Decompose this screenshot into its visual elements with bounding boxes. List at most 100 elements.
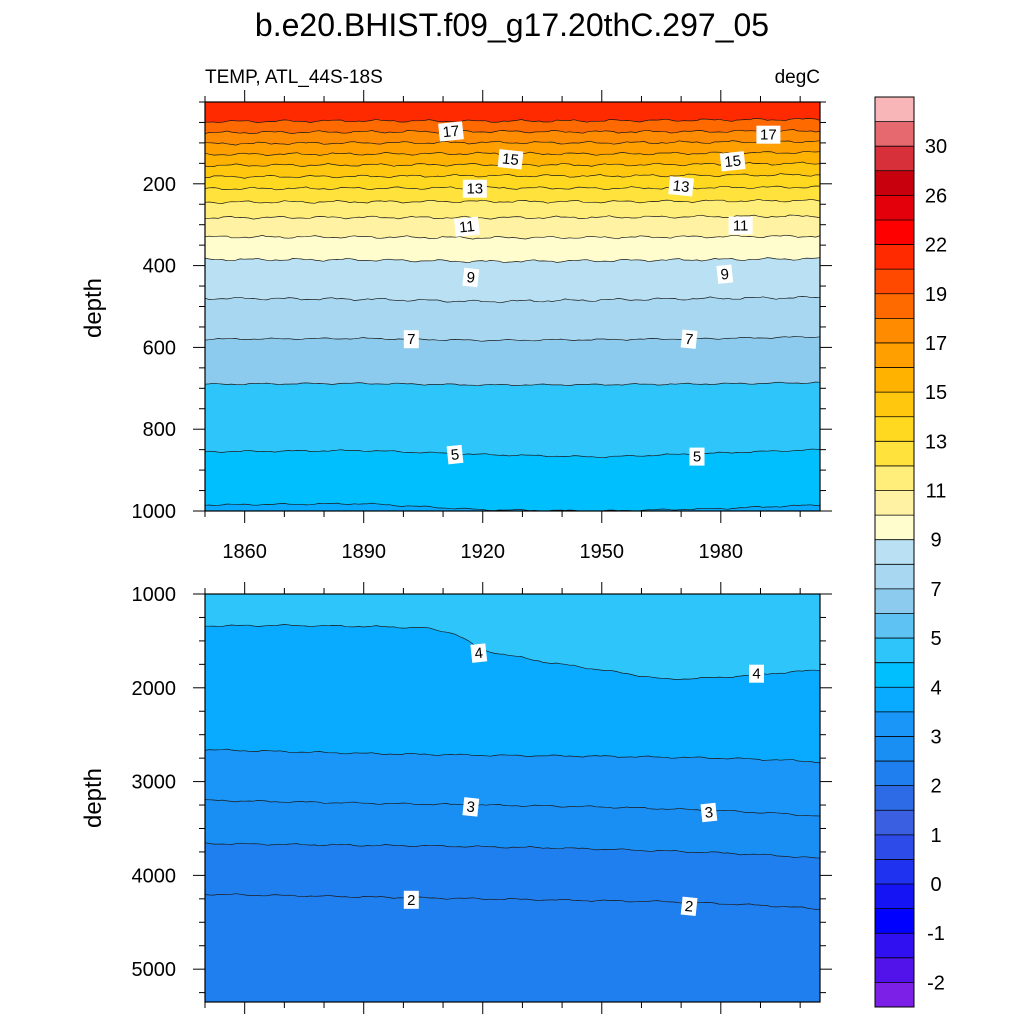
isotherm-4_5: [205, 448, 820, 459]
contour-label-2: 2: [403, 890, 419, 909]
colorbar-swatch: [875, 269, 914, 295]
colorbar-swatch: [875, 761, 914, 786]
colorbar-swatch: [875, 982, 914, 1008]
colorbar-frame: [874, 96, 915, 1008]
colorbar-swatch: [875, 662, 914, 688]
contour-label-15: 15: [719, 151, 746, 172]
colorbar-tick-label: 7: [930, 579, 941, 601]
contour-label-5: 5: [446, 444, 464, 465]
contour-label-text: 13: [466, 181, 483, 198]
colorbar-tick-label: 1: [930, 825, 941, 847]
colorbar-tick-label: 22: [925, 235, 947, 257]
colorbar-tick-label: 30: [925, 136, 947, 158]
contour-label-17: 17: [756, 125, 781, 144]
colorbar-swatch: [875, 834, 914, 860]
contour-label-11: 11: [728, 216, 753, 235]
colorbar-swatch: [875, 613, 914, 639]
colorbar-swatch: [875, 687, 914, 713]
colorbar-swatch: [875, 367, 914, 393]
isotherm-4: [205, 624, 820, 680]
colorbar-swatch: [875, 465, 914, 491]
colorbar-swatch: [875, 121, 914, 147]
lower-panel-ylabel: depth: [80, 768, 107, 828]
colorbar-tick-label: 2: [930, 776, 941, 798]
colorbar-swatch: [875, 416, 914, 442]
y-tick-label: 800: [143, 419, 176, 441]
colorbar-swatch: [875, 97, 914, 122]
isotherm-4: [205, 502, 820, 511]
units-label: degC: [775, 67, 820, 88]
isotherm-11: [205, 198, 820, 204]
isotherm-18: [205, 117, 820, 124]
colorbar-tick-label: 5: [930, 628, 941, 650]
contour-label-text: 9: [720, 266, 730, 284]
colorbar-tick-label: 17: [925, 333, 947, 355]
x-tick-label: 1920: [460, 541, 505, 563]
colorbar-tick-label: 4: [930, 677, 941, 699]
colorbar-tick-label: 11: [926, 481, 947, 503]
contour-label-4: 4: [749, 664, 764, 683]
colorbar-swatch: [875, 957, 914, 983]
contour-label-5: 5: [689, 447, 705, 466]
contour-label-text: 3: [466, 799, 476, 817]
contour-label-7: 7: [680, 329, 698, 349]
figure-title: b.e20.BHIST.f09_g17.20thC.297_05: [255, 7, 769, 43]
x-tick-label: 1980: [699, 541, 744, 563]
colorbar-swatch: [875, 318, 914, 344]
contour-label-4: 4: [470, 643, 488, 663]
isotherm-17: [205, 129, 820, 135]
isotherm-8: [205, 257, 820, 264]
isotherm-3_5: [205, 748, 820, 763]
colorbar-tick-label: 26: [925, 185, 947, 207]
isotherm-2: [205, 893, 820, 910]
colorbar-tick-label: 9: [930, 530, 941, 552]
colorbar-swatch: [875, 219, 914, 245]
contour-label-text: 3: [704, 804, 714, 822]
colorbar-swatch: [875, 195, 914, 221]
contour-label-15: 15: [497, 149, 524, 170]
contour-label-text: 7: [684, 331, 694, 349]
colorbar-tick-label: -2: [927, 972, 945, 994]
contour-label-text: 15: [501, 150, 519, 169]
contour-label-text: 17: [760, 127, 777, 144]
isotherm-6: [205, 336, 820, 342]
colorbar-swatch: [875, 638, 914, 663]
colorbar-swatch: [875, 170, 914, 196]
contour-label-text: 11: [733, 218, 749, 235]
contour-label-3: 3: [462, 797, 480, 817]
contour-label-9: 9: [462, 267, 480, 288]
contour-label-text: 11: [458, 218, 475, 237]
contour-label-17: 17: [438, 121, 464, 142]
isotherm-12: [205, 185, 820, 191]
colorbar-swatch: [875, 564, 914, 590]
x-tick-label: 1890: [341, 541, 386, 563]
contour-label-13: 13: [668, 176, 694, 197]
temperature-colorbar: 30 26 22 19 17 15 13 11 9 7 5 4 3 2 1 0 -1 -2: [874, 96, 947, 1008]
colorbar-swatch: [875, 588, 914, 614]
contour-label-text: 5: [693, 449, 701, 466]
colorbar-swatch: [875, 933, 914, 959]
colorbar-swatch: [875, 785, 914, 811]
isotherm-5: [205, 381, 820, 387]
contour-label-text: 5: [450, 446, 460, 464]
colorbar-swatch: [875, 515, 914, 540]
contour-label-13: 13: [462, 179, 487, 198]
contour-label-text: 7: [407, 331, 415, 348]
y-tick-label: 5000: [132, 959, 177, 981]
y-tick-label: 2000: [132, 678, 177, 700]
contour-label-9: 9: [716, 264, 734, 284]
contour-label-text: 2: [684, 898, 694, 916]
colorbar-swatch: [875, 146, 914, 172]
contour-label-text: 15: [724, 152, 742, 171]
upper-depth-time-panel: 17 17 15 15 13 13 11 11 9 9 7 7 5 5 1860 1890 1920 1950 19…: [132, 90, 832, 563]
contour-band-below-4_5: [205, 449, 820, 511]
contour-label-text: 9: [466, 269, 476, 287]
plot-frame: [204, 593, 821, 1003]
y-tick-label: 400: [143, 256, 176, 278]
upper-panel-ylabel: depth: [80, 278, 107, 338]
colorbar-tick-label: 0: [930, 874, 941, 896]
isotherm-13: [205, 173, 820, 179]
colorbar-tick-label: 19: [925, 284, 947, 306]
lower-depth-time-panel: 4 4 3 3 2 2 1000 2000 3000 4000 5000: [132, 582, 832, 1014]
